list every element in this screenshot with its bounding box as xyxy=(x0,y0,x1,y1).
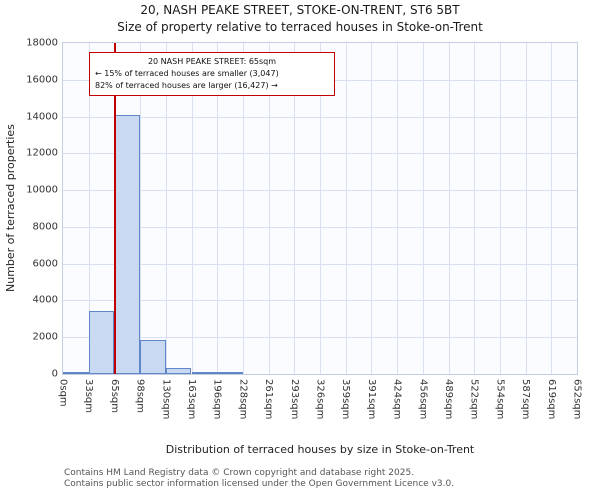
y-tick-label: 4000 xyxy=(32,294,58,306)
x-tick-label: 619sqm xyxy=(545,379,557,420)
page-subtitle: Size of property relative to terraced ho… xyxy=(117,20,483,34)
histogram-bar xyxy=(191,371,218,374)
grid-line-h xyxy=(63,263,577,265)
marker-line xyxy=(114,43,116,374)
grid-line-v xyxy=(140,43,142,374)
annotation-title: 20 NASH PEAKE STREET: 65sqm xyxy=(147,57,277,66)
grid-line-v xyxy=(551,43,553,374)
y-tick-label: 2000 xyxy=(32,331,58,343)
x-tick-label: 261sqm xyxy=(263,379,275,420)
x-tick-label: 163sqm xyxy=(186,379,197,420)
x-tick-label: 130sqm xyxy=(160,379,172,420)
grid-line-h xyxy=(63,226,577,228)
chart-plot: 20 NASH PEAKE STREET: 65sqm ← 15% of ter… xyxy=(62,42,578,375)
x-tick-label: 587sqm xyxy=(520,379,532,420)
x-tick-label: 391sqm xyxy=(365,379,377,420)
page-title: 20, NASH PEAKE STREET, STOKE-ON-TRENT, S… xyxy=(140,3,460,17)
grid-line-h xyxy=(63,300,577,302)
histogram-bar xyxy=(217,372,243,374)
grid-line-v xyxy=(422,43,424,374)
x-tick-label: 98sqm xyxy=(134,379,146,414)
x-tick-label: 65sqm xyxy=(108,379,120,414)
annotation-larger-text: 82% of terraced houses are larger (16,42… xyxy=(95,81,278,90)
y-tick-label: 10000 xyxy=(26,184,58,196)
grid-line-h xyxy=(63,153,577,155)
grid-line-v xyxy=(474,43,476,374)
x-tick-label: 326sqm xyxy=(314,379,326,420)
grid-line-v xyxy=(345,43,347,374)
x-tick-label: 196sqm xyxy=(211,379,223,420)
y-tick-label: 16000 xyxy=(26,74,58,86)
grid-line-v xyxy=(268,43,270,374)
histogram-bar xyxy=(165,367,192,374)
x-tick-label: 652sqm xyxy=(571,379,583,420)
x-tick-label: 489sqm xyxy=(443,379,454,420)
chart-footer: Contains HM Land Registry data © Crown c… xyxy=(64,468,454,490)
grid-line-h xyxy=(63,190,577,192)
grid-line-h xyxy=(63,337,577,339)
x-axis-label: Distribution of terraced houses by size … xyxy=(165,443,475,456)
x-tick-label: 522sqm xyxy=(468,379,480,420)
annotation-smaller-text: ← 15% of terraced houses are smaller (3,… xyxy=(95,69,279,78)
x-tick-label: 293sqm xyxy=(288,379,300,420)
grid-line-v xyxy=(397,43,399,374)
grid-line-v xyxy=(371,43,373,374)
x-tick-label: 0sqm xyxy=(57,379,69,407)
footer-line-1: Contains HM Land Registry data © Crown c… xyxy=(64,468,415,478)
histogram-bar xyxy=(114,114,141,374)
histogram-bar xyxy=(88,311,115,374)
grid-line-v xyxy=(88,43,90,374)
x-tick-label: 359sqm xyxy=(340,379,352,420)
y-tick-label: 18000 xyxy=(26,37,58,49)
grid-line-h xyxy=(63,116,577,118)
y-axis-label: Number of terraced properties xyxy=(4,124,17,293)
grid-line-v xyxy=(525,43,527,374)
grid-line-v xyxy=(191,43,193,374)
y-tick-label: 0 xyxy=(51,368,58,380)
x-tick-label: 33sqm xyxy=(83,379,95,414)
grid-line-v xyxy=(242,43,244,374)
annotation-box: 20 NASH PEAKE STREET: 65sqm ← 15% of ter… xyxy=(89,52,335,96)
grid-line-v xyxy=(294,43,296,374)
histogram-bar xyxy=(63,372,89,374)
y-tick-label: 8000 xyxy=(32,221,58,233)
histogram-bar xyxy=(140,339,166,374)
grid-line-v xyxy=(448,43,450,374)
x-tick-label: 424sqm xyxy=(391,379,403,420)
footer-line-2: Contains public sector information licen… xyxy=(64,479,455,489)
y-tick-label: 6000 xyxy=(32,258,58,270)
grid-line-v xyxy=(499,43,501,374)
grid-line-v xyxy=(320,43,321,374)
grid-line-v xyxy=(165,43,167,374)
x-tick-label: 228sqm xyxy=(237,379,249,420)
x-tick-label: 554sqm xyxy=(494,379,506,420)
y-tick-label: 14000 xyxy=(26,111,58,123)
y-tick-label: 12000 xyxy=(26,147,58,159)
x-tick-label: 456sqm xyxy=(417,379,429,420)
grid-line-v xyxy=(217,43,219,374)
